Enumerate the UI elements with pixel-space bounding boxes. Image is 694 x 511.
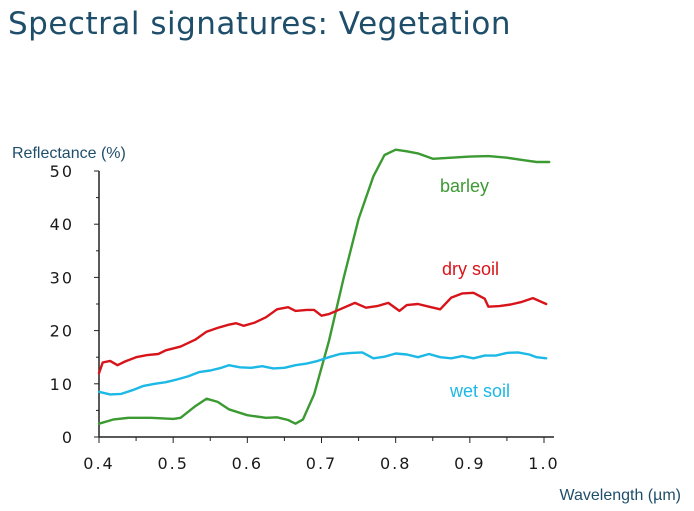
slide-title: Spectral signatures: Vegetation [8,6,511,42]
series-label-wet-soil: wet soil [449,381,510,401]
x-axis-title: Wavelength (µm) [559,487,681,504]
y-tick-label: 40 [50,215,74,234]
y-tick-label: 10 [50,375,74,394]
x-tick-label: 0.7 [306,454,337,473]
series-line-dry-soil [97,291,548,375]
y-tick-label: 0 [62,428,74,447]
x-tick-label: 0.4 [83,454,114,473]
x-tick-label: 0.9 [454,454,485,473]
x-tick-label: 0.8 [380,454,411,473]
axes-layer [94,170,554,443]
x-tick-label: 0.5 [157,454,188,473]
y-axis-title: Reflectance (%) [12,145,126,162]
y-tick-label: 50 [50,162,74,181]
y-tick-label: 30 [50,268,74,287]
x-tick-label: 1.0 [528,454,559,473]
series-layer [97,148,551,425]
series-label-dry-soil: dry soil [442,259,499,279]
y-tick-label: 20 [50,322,74,341]
labels-layer: 0.4 0.5 0.6 0.7 0.8 0.9 1.0 0 10 20 30 40 50Reflecta… [12,145,681,504]
series-line-wet-soil [97,351,548,396]
x-tick-label: 0.6 [232,454,263,473]
series-line-barley [97,148,551,425]
series-label-barley: barley [440,176,489,196]
